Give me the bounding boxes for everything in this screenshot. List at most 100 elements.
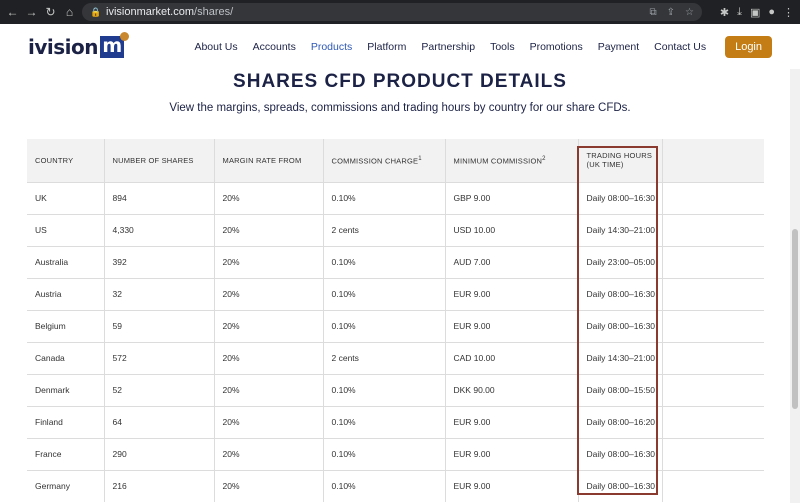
bookmark-star-icon[interactable]: ☆ [685,6,694,18]
menu-kebab-icon[interactable]: ⋮ [783,6,794,19]
table-row: Denmark 52 20% 0.10% DKK 90.00 Daily 08:00–15… [27,373,764,406]
cell-country: UK [27,181,105,214]
browser-nav: ← → ↻ ⌂ [6,5,76,19]
cell-hours: Daily 23:00–05:00 [578,245,663,278]
cell-min: AUD 7.00 [445,245,579,278]
cell-min: GBP 9.00 [445,181,579,214]
cell-hours: Daily 08:00–16:30 [578,309,663,342]
nav-link-payment[interactable]: Payment [597,40,640,53]
reload-icon[interactable]: ↻ [45,5,56,19]
cell-hours: Daily 14:30–21:00 [578,341,663,374]
header-margin-rate: MARGIN RATE FROM [214,139,324,182]
url-path: /shares/ [194,6,234,18]
cell-min: CAD 10.00 [445,341,579,374]
nav-link-platform[interactable]: Platform [367,40,407,53]
login-button[interactable]: Login [725,35,772,58]
table-row: Australia 392 20% 0.10% AUD 7.00 Daily 23:00–… [27,245,764,278]
download-icon[interactable]: ⤓ [737,5,742,18]
translate-icon[interactable]: ⧉ [649,6,657,18]
nav-link-tools[interactable]: Tools [490,40,515,53]
cell-commission: 0.10% [323,405,446,438]
cell-spacer [662,245,764,278]
logo-dot-icon [120,31,129,41]
cell-margin: 20% [214,181,324,214]
table-row: Germany 216 20% 0.10% EUR 9.00 Daily 08:00–16… [27,469,764,502]
cell-country: Finland [27,405,105,438]
cell-min: EUR 9.00 [445,309,579,342]
table-header-row: COUNTRY NUMBER OF SHARES MARGIN RATE FRO… [27,139,764,182]
nav-link-contact-us[interactable]: Contact Us [654,40,707,53]
logo-mark: m [100,31,129,58]
cell-margin: 20% [214,437,324,470]
cell-commission: 0.10% [323,437,446,470]
page-title: SHARES CFD PRODUCT DETAILS [233,71,567,92]
nav-link-partnership[interactable]: Partnership [421,40,476,53]
cell-hours: Daily 08:00–16:20 [578,405,663,438]
cell-country: US [27,213,105,246]
header-number-of-shares: NUMBER OF SHARES [104,139,215,182]
omnibox-actions: ⧉ ⇪ ☆ [650,7,695,18]
cell-spacer [662,469,764,502]
cell-min: EUR 9.00 [445,277,579,310]
site-logo[interactable]: ivision m [28,31,129,59]
cell-min: DKK 90.00 [445,373,579,406]
forward-icon[interactable]: → [25,5,38,19]
cell-spacer [662,373,764,406]
cell-shares: 59 [104,309,215,342]
cell-shares: 52 [104,373,215,406]
cell-hours: Daily 08:00–15:50 [578,373,663,406]
nav-link-accounts[interactable]: Accounts [252,40,296,53]
cell-hours: Daily 08:00–16:30 [578,469,663,502]
cell-shares: 32 [104,277,215,310]
cell-margin: 20% [214,341,324,374]
cell-country: Austria [27,277,105,310]
cell-shares: 894 [104,181,215,214]
cell-hours: Daily 08:00–16:30 [578,437,663,470]
page-subtitle: View the margins, spreads, commissions a… [169,102,631,114]
nav-link-about-us[interactable]: About Us [194,40,238,53]
cell-margin: 20% [214,309,324,342]
cell-spacer [662,309,764,342]
header-minimum-commission: MINIMUM COMMISSION2 [445,139,579,182]
cell-commission: 0.10% [323,309,446,342]
cell-country: France [27,437,105,470]
sidepanel-icon[interactable]: ▣ [749,6,761,19]
shares-table-container: COUNTRY NUMBER OF SHARES MARGIN RATE FRO… [27,139,764,502]
cell-shares: 392 [104,245,215,278]
cell-shares: 64 [104,405,215,438]
cell-commission: 0.10% [323,277,446,310]
cell-spacer [662,277,764,310]
cell-margin: 20% [214,277,324,310]
address-bar[interactable]: 🔒 ivisionmarket.com/shares/ ⧉ ⇪ ☆ [82,3,702,21]
nav-link-promotions[interactable]: Promotions [529,40,583,53]
shares-table: COUNTRY NUMBER OF SHARES MARGIN RATE FRO… [27,139,764,502]
back-icon[interactable]: ← [6,5,19,19]
cell-spacer [662,213,764,246]
cell-commission: 2 cents [323,213,446,246]
header-trading-hours: TRADING HOURS (UK TIME) [578,139,663,182]
scrollbar-thumb[interactable] [792,229,798,409]
share-icon[interactable]: ⇪ [666,6,676,18]
cell-min: EUR 9.00 [445,437,579,470]
cell-hours: Daily 08:00–16:30 [578,277,663,310]
cell-margin: 20% [214,213,324,246]
cell-shares: 216 [104,469,215,502]
table-row: US 4,330 20% 2 cents USD 10.00 Daily 14:30–21… [27,213,764,246]
nav-link-products[interactable]: Products [310,40,353,53]
home-icon[interactable]: ⌂ [65,5,74,19]
cell-min: USD 10.00 [445,213,579,246]
cell-country: Belgium [27,309,105,342]
lock-icon[interactable]: 🔒 [90,7,102,17]
url-host: ivisionmarket.com [106,6,195,18]
site-header: ivision m About Us Accounts Products Platfo… [0,24,800,69]
header-spacer [662,139,764,182]
cell-country: Australia [27,245,105,278]
cell-commission: 0.10% [323,181,446,214]
page-scrollbar[interactable] [790,69,800,503]
cell-shares: 572 [104,341,215,374]
profile-icon[interactable]: ● [768,5,775,18]
cell-margin: 20% [214,245,324,278]
cell-country: Germany [27,469,105,502]
table-row: UK 894 20% 0.10% GBP 9.00 Daily 08:00–16:30 [27,181,764,214]
extensions-icon[interactable]: ✱ [719,6,730,19]
